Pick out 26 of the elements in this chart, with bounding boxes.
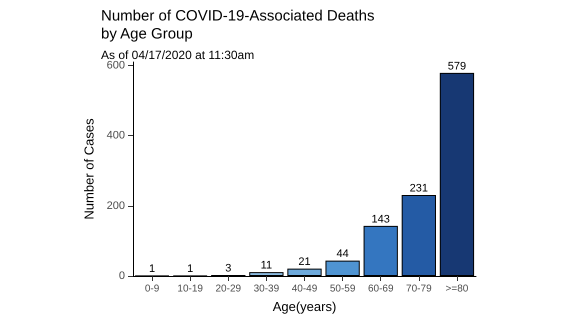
y-tick-label: 400 (106, 130, 125, 142)
x-tick-label: 30-39 (254, 284, 280, 294)
x-tick-label: 70-79 (406, 284, 432, 294)
data-label: 1 (148, 262, 156, 275)
data-label: 11 (260, 260, 272, 272)
chart-subtitle: As of 04/17/2020 at 11:30am (101, 48, 254, 62)
data-label: 579 (448, 60, 466, 72)
y-tick-label: 200 (106, 200, 125, 212)
x-tick-label: 0-9 (144, 284, 160, 294)
y-tick-label: 600 (106, 60, 125, 72)
x-tick-label: 20-29 (215, 284, 242, 294)
y-tick-label: 0 (118, 270, 125, 282)
x-axis-title: Age(years) (272, 299, 336, 314)
data-label: 44 (336, 248, 349, 260)
data-label: 21 (298, 256, 311, 268)
chart-title: Number of COVID-19-Associated Deaths by Age Group (101, 8, 374, 42)
x-tick-label: 50-59 (330, 284, 356, 294)
data-label: 231 (410, 182, 428, 194)
x-tick-label: 10-19 (177, 284, 204, 294)
data-label: 143 (372, 213, 390, 226)
x-tick-label: 60-69 (368, 284, 394, 294)
data-label: 1 (187, 262, 194, 275)
data-label: 3 (225, 262, 232, 274)
x-tick-label: >=80 (446, 284, 469, 294)
x-tick-label: 40-49 (292, 284, 318, 294)
y-axis-title: Number of Cases (82, 118, 97, 220)
